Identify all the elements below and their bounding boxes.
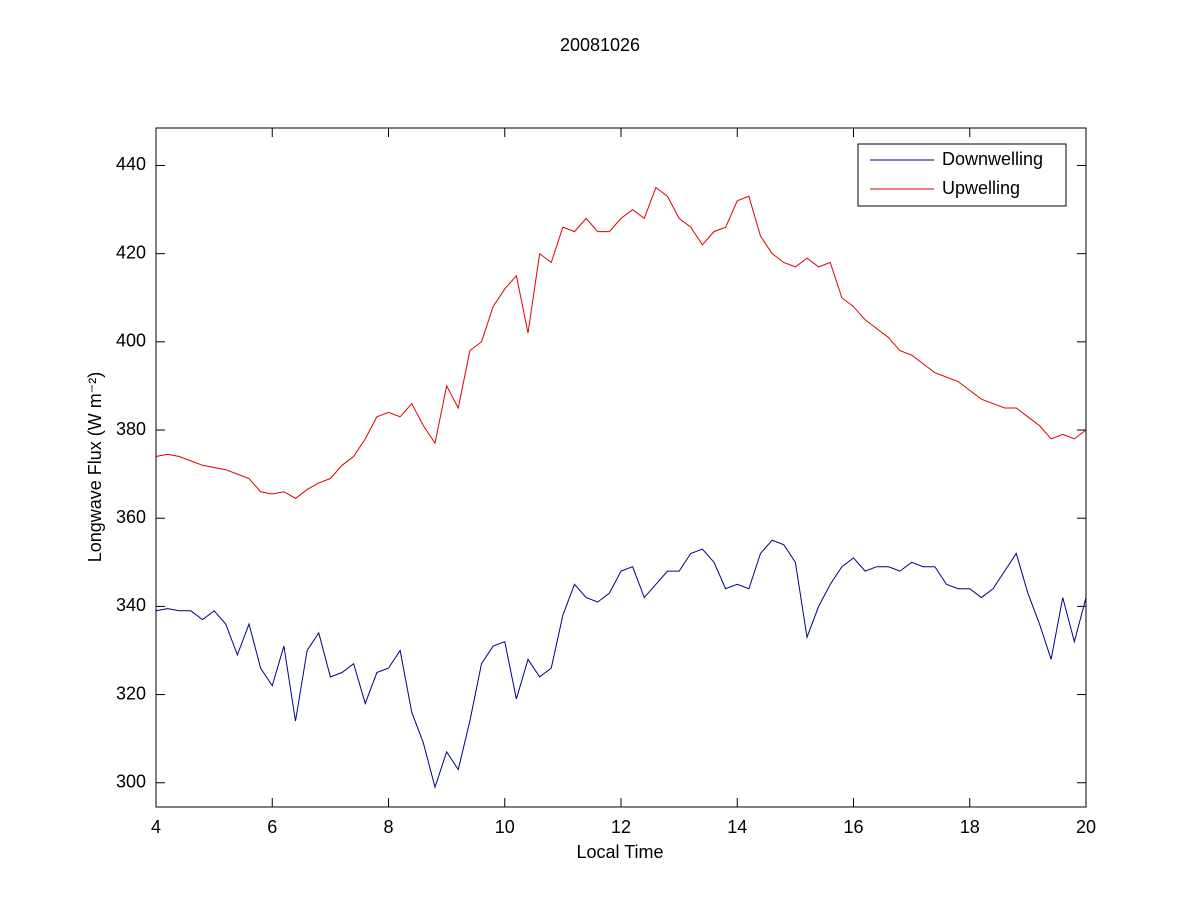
y-tick-label: 320 (116, 683, 146, 703)
x-tick-label: 6 (267, 817, 277, 837)
y-axis-label: Longwave Flux (W m⁻²) (85, 372, 105, 563)
y-tick-label: 380 (116, 419, 146, 439)
y-tick-label: 360 (116, 507, 146, 527)
y-tick-label: 300 (116, 772, 146, 792)
x-tick-label: 12 (611, 817, 631, 837)
x-tick-label: 18 (960, 817, 980, 837)
legend-label: Upwelling (942, 178, 1020, 198)
plot-frame (155, 127, 1087, 808)
y-tick-label: 420 (116, 242, 146, 262)
x-tick-label: 4 (151, 817, 161, 837)
x-tick-label: 8 (383, 817, 393, 837)
data-line (155, 186, 1087, 499)
data-line (155, 539, 1087, 789)
y-tick-label: 340 (116, 595, 146, 615)
x-tick-label: 16 (843, 817, 863, 837)
y-tick-label: 400 (116, 331, 146, 351)
x-tick-label: 20 (1076, 817, 1096, 837)
legend-box (857, 143, 1067, 207)
chart-title: 20081026 (560, 35, 640, 55)
x-tick-label: 10 (495, 817, 515, 837)
legend-label: Downwelling (942, 149, 1043, 169)
y-tick-label: 440 (116, 154, 146, 174)
x-tick-label: 14 (727, 817, 747, 837)
x-axis-label: Local Time (576, 842, 663, 862)
